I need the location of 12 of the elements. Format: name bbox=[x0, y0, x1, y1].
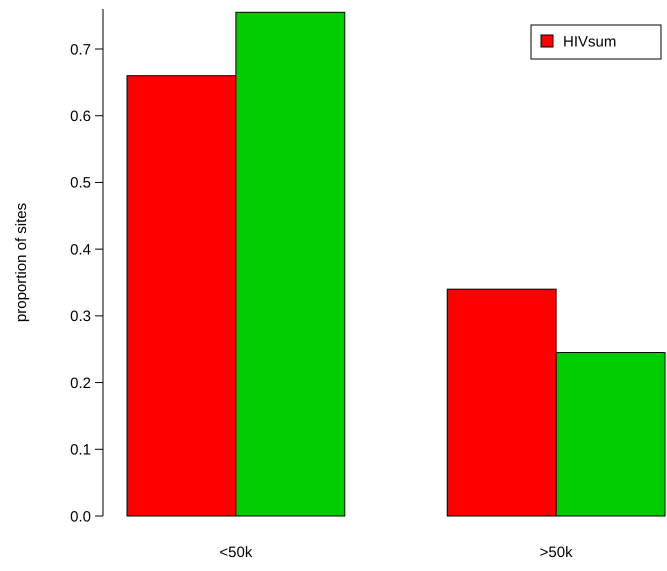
y-tick-label: 0.5 bbox=[70, 174, 91, 192]
x-tick-label: >50k bbox=[540, 544, 574, 561]
y-axis-title: proportion of sites bbox=[13, 202, 30, 322]
y-tick-label: 0.3 bbox=[70, 308, 91, 326]
legend-label: HIVsum bbox=[563, 33, 616, 50]
x-tick-label: <50k bbox=[219, 544, 253, 561]
y-tick-label: 0.4 bbox=[70, 241, 91, 258]
y-tick-label: 0.2 bbox=[70, 374, 91, 392]
y-tick-label: 0.7 bbox=[70, 41, 91, 58]
y-tick-label: 0.6 bbox=[70, 108, 91, 125]
y-tick-label: 0.0 bbox=[70, 508, 91, 526]
y-tick-label: 0.1 bbox=[70, 442, 91, 459]
